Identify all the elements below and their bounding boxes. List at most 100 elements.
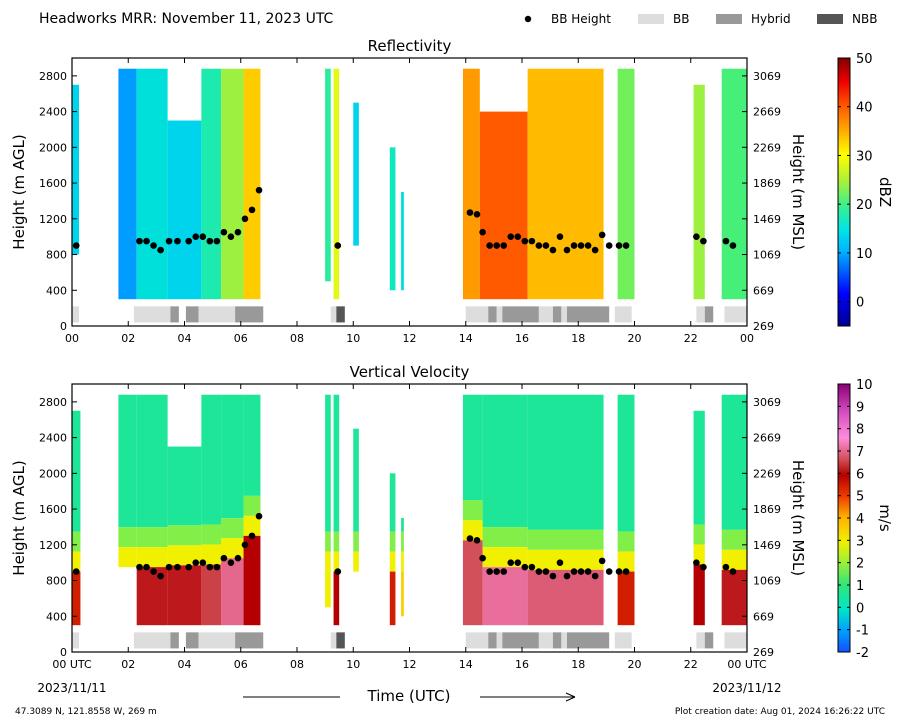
velocity-segment-transition bbox=[389, 531, 396, 552]
bb-height-point bbox=[143, 237, 150, 245]
bb-height-point bbox=[622, 242, 630, 249]
x-tick-label: 02 bbox=[121, 332, 135, 345]
data-segments bbox=[72, 68, 747, 300]
bb-type-bb bbox=[198, 306, 236, 323]
bb-height-point bbox=[486, 242, 493, 249]
bb-height-point bbox=[584, 568, 592, 575]
bb-height-point bbox=[334, 568, 342, 575]
legend-marker-bb-height bbox=[524, 15, 532, 23]
y-axis-label: Height (m AGL) bbox=[10, 134, 28, 249]
bb-height-point bbox=[563, 572, 571, 580]
bb-height-point bbox=[143, 563, 150, 571]
bb-height-point bbox=[535, 568, 543, 575]
x-tick-label: 12 bbox=[403, 658, 417, 671]
velocity-segment-lower bbox=[389, 571, 396, 626]
x-tick-label: 00 bbox=[740, 332, 754, 345]
bb-height-point bbox=[591, 572, 599, 580]
colorbar-tick-label: 8 bbox=[856, 423, 864, 438]
x-tick-label: 06 bbox=[234, 658, 248, 671]
velocity-segment-lower bbox=[167, 565, 202, 626]
bb-height-point bbox=[549, 572, 557, 580]
bb-type-hybrid bbox=[704, 632, 714, 649]
panel-title: Reflectivity bbox=[368, 37, 452, 55]
bb-type-bb bbox=[496, 306, 503, 323]
legend-label-bb-height: BB Height bbox=[551, 12, 611, 26]
bb-height-point bbox=[700, 563, 707, 571]
bb-height-point bbox=[199, 559, 207, 566]
bb-height-point bbox=[605, 242, 613, 249]
bb-height-point bbox=[227, 559, 235, 566]
velocity-segment-transition bbox=[325, 531, 331, 552]
legend-label-bb: BB bbox=[673, 12, 689, 26]
y-tick-label: 2400 bbox=[39, 432, 67, 445]
bb-height-point bbox=[227, 233, 235, 240]
y-tick-label: 2000 bbox=[39, 141, 67, 154]
bb-height-point bbox=[192, 233, 200, 240]
bb-height-point bbox=[255, 186, 263, 194]
bb-height-point bbox=[192, 559, 200, 566]
bb-height-point bbox=[556, 559, 564, 566]
y-right-tick-label: 269 bbox=[753, 320, 774, 333]
bb-height-point bbox=[591, 246, 599, 254]
bb-height-point bbox=[213, 563, 221, 571]
bb-type-hybrid bbox=[552, 306, 562, 323]
bb-height-point bbox=[528, 237, 536, 245]
y-right-tick-label: 1469 bbox=[753, 213, 781, 226]
x-tick-label: 22 bbox=[684, 658, 698, 671]
velocity-segment-transition bbox=[401, 531, 404, 552]
y-right-tick-label: 669 bbox=[753, 610, 774, 623]
velocity-segment-lower bbox=[462, 540, 483, 626]
bb-height-point bbox=[473, 211, 481, 218]
colorbar-tick-label: 20 bbox=[856, 198, 873, 213]
reflectivity-segment bbox=[118, 68, 137, 300]
location-text: 47.3089 N, 121.8558 W, 269 m bbox=[15, 707, 157, 717]
velocity-segment-transition bbox=[221, 518, 244, 539]
colorbar-tick-label: 1 bbox=[856, 579, 864, 594]
bb-height-point bbox=[206, 563, 214, 571]
bb-height-point bbox=[605, 568, 613, 575]
velocity-segment-melting bbox=[693, 544, 705, 565]
y-right-tick-label: 269 bbox=[753, 646, 774, 659]
bb-type-hybrid bbox=[567, 632, 610, 649]
velocity-segment-upper bbox=[617, 394, 635, 532]
bb-height-point bbox=[206, 237, 214, 245]
bb-height-point bbox=[136, 563, 143, 571]
y-tick-label: 2800 bbox=[39, 396, 67, 409]
bb-type-bb bbox=[538, 306, 553, 323]
velocity-segment-upper bbox=[72, 410, 81, 532]
y-tick-label: 400 bbox=[46, 284, 67, 297]
velocity-segment-melting bbox=[167, 545, 202, 566]
x-tick-label: 12 bbox=[403, 332, 417, 345]
bb-type-bb bbox=[72, 632, 80, 649]
y-tick-label: 0 bbox=[60, 320, 67, 333]
bb-height-point bbox=[729, 242, 737, 249]
velocity-segment-upper bbox=[389, 473, 396, 532]
colorbar-tick-label: 50 bbox=[856, 52, 873, 67]
velocity-segment-transition bbox=[72, 531, 81, 552]
reflectivity-segment bbox=[389, 147, 396, 291]
velocity-segment-upper bbox=[221, 394, 244, 519]
x-axis-label: Time (UTC) bbox=[367, 687, 451, 705]
bb-height-point bbox=[521, 237, 529, 245]
reflectivity-segment bbox=[401, 192, 404, 291]
y-right-tick-label: 3069 bbox=[753, 70, 781, 83]
velocity-segment-melting bbox=[118, 547, 137, 568]
velocity-segment-melting bbox=[72, 551, 81, 572]
bb-type-bb bbox=[696, 632, 705, 649]
bb-type-hybrid bbox=[567, 306, 610, 323]
velocity-segment-transition bbox=[118, 527, 137, 548]
colorbar-label: m/s bbox=[876, 504, 894, 532]
x-tick-label: 02 bbox=[121, 658, 135, 671]
bb-height-point bbox=[255, 512, 263, 520]
bb-height-point bbox=[598, 557, 606, 565]
y-tick-label: 800 bbox=[46, 249, 67, 262]
velocity-segment-transition bbox=[462, 500, 483, 521]
bb-height-point bbox=[549, 246, 557, 254]
bb-height-point bbox=[556, 233, 564, 240]
bb-height-point bbox=[220, 554, 228, 562]
bb-height-point bbox=[157, 572, 164, 580]
x-tick-label: 08 bbox=[290, 332, 304, 345]
data-segments bbox=[72, 394, 747, 626]
bb-height-point bbox=[466, 209, 474, 216]
velocity-segment-upper bbox=[118, 394, 137, 528]
